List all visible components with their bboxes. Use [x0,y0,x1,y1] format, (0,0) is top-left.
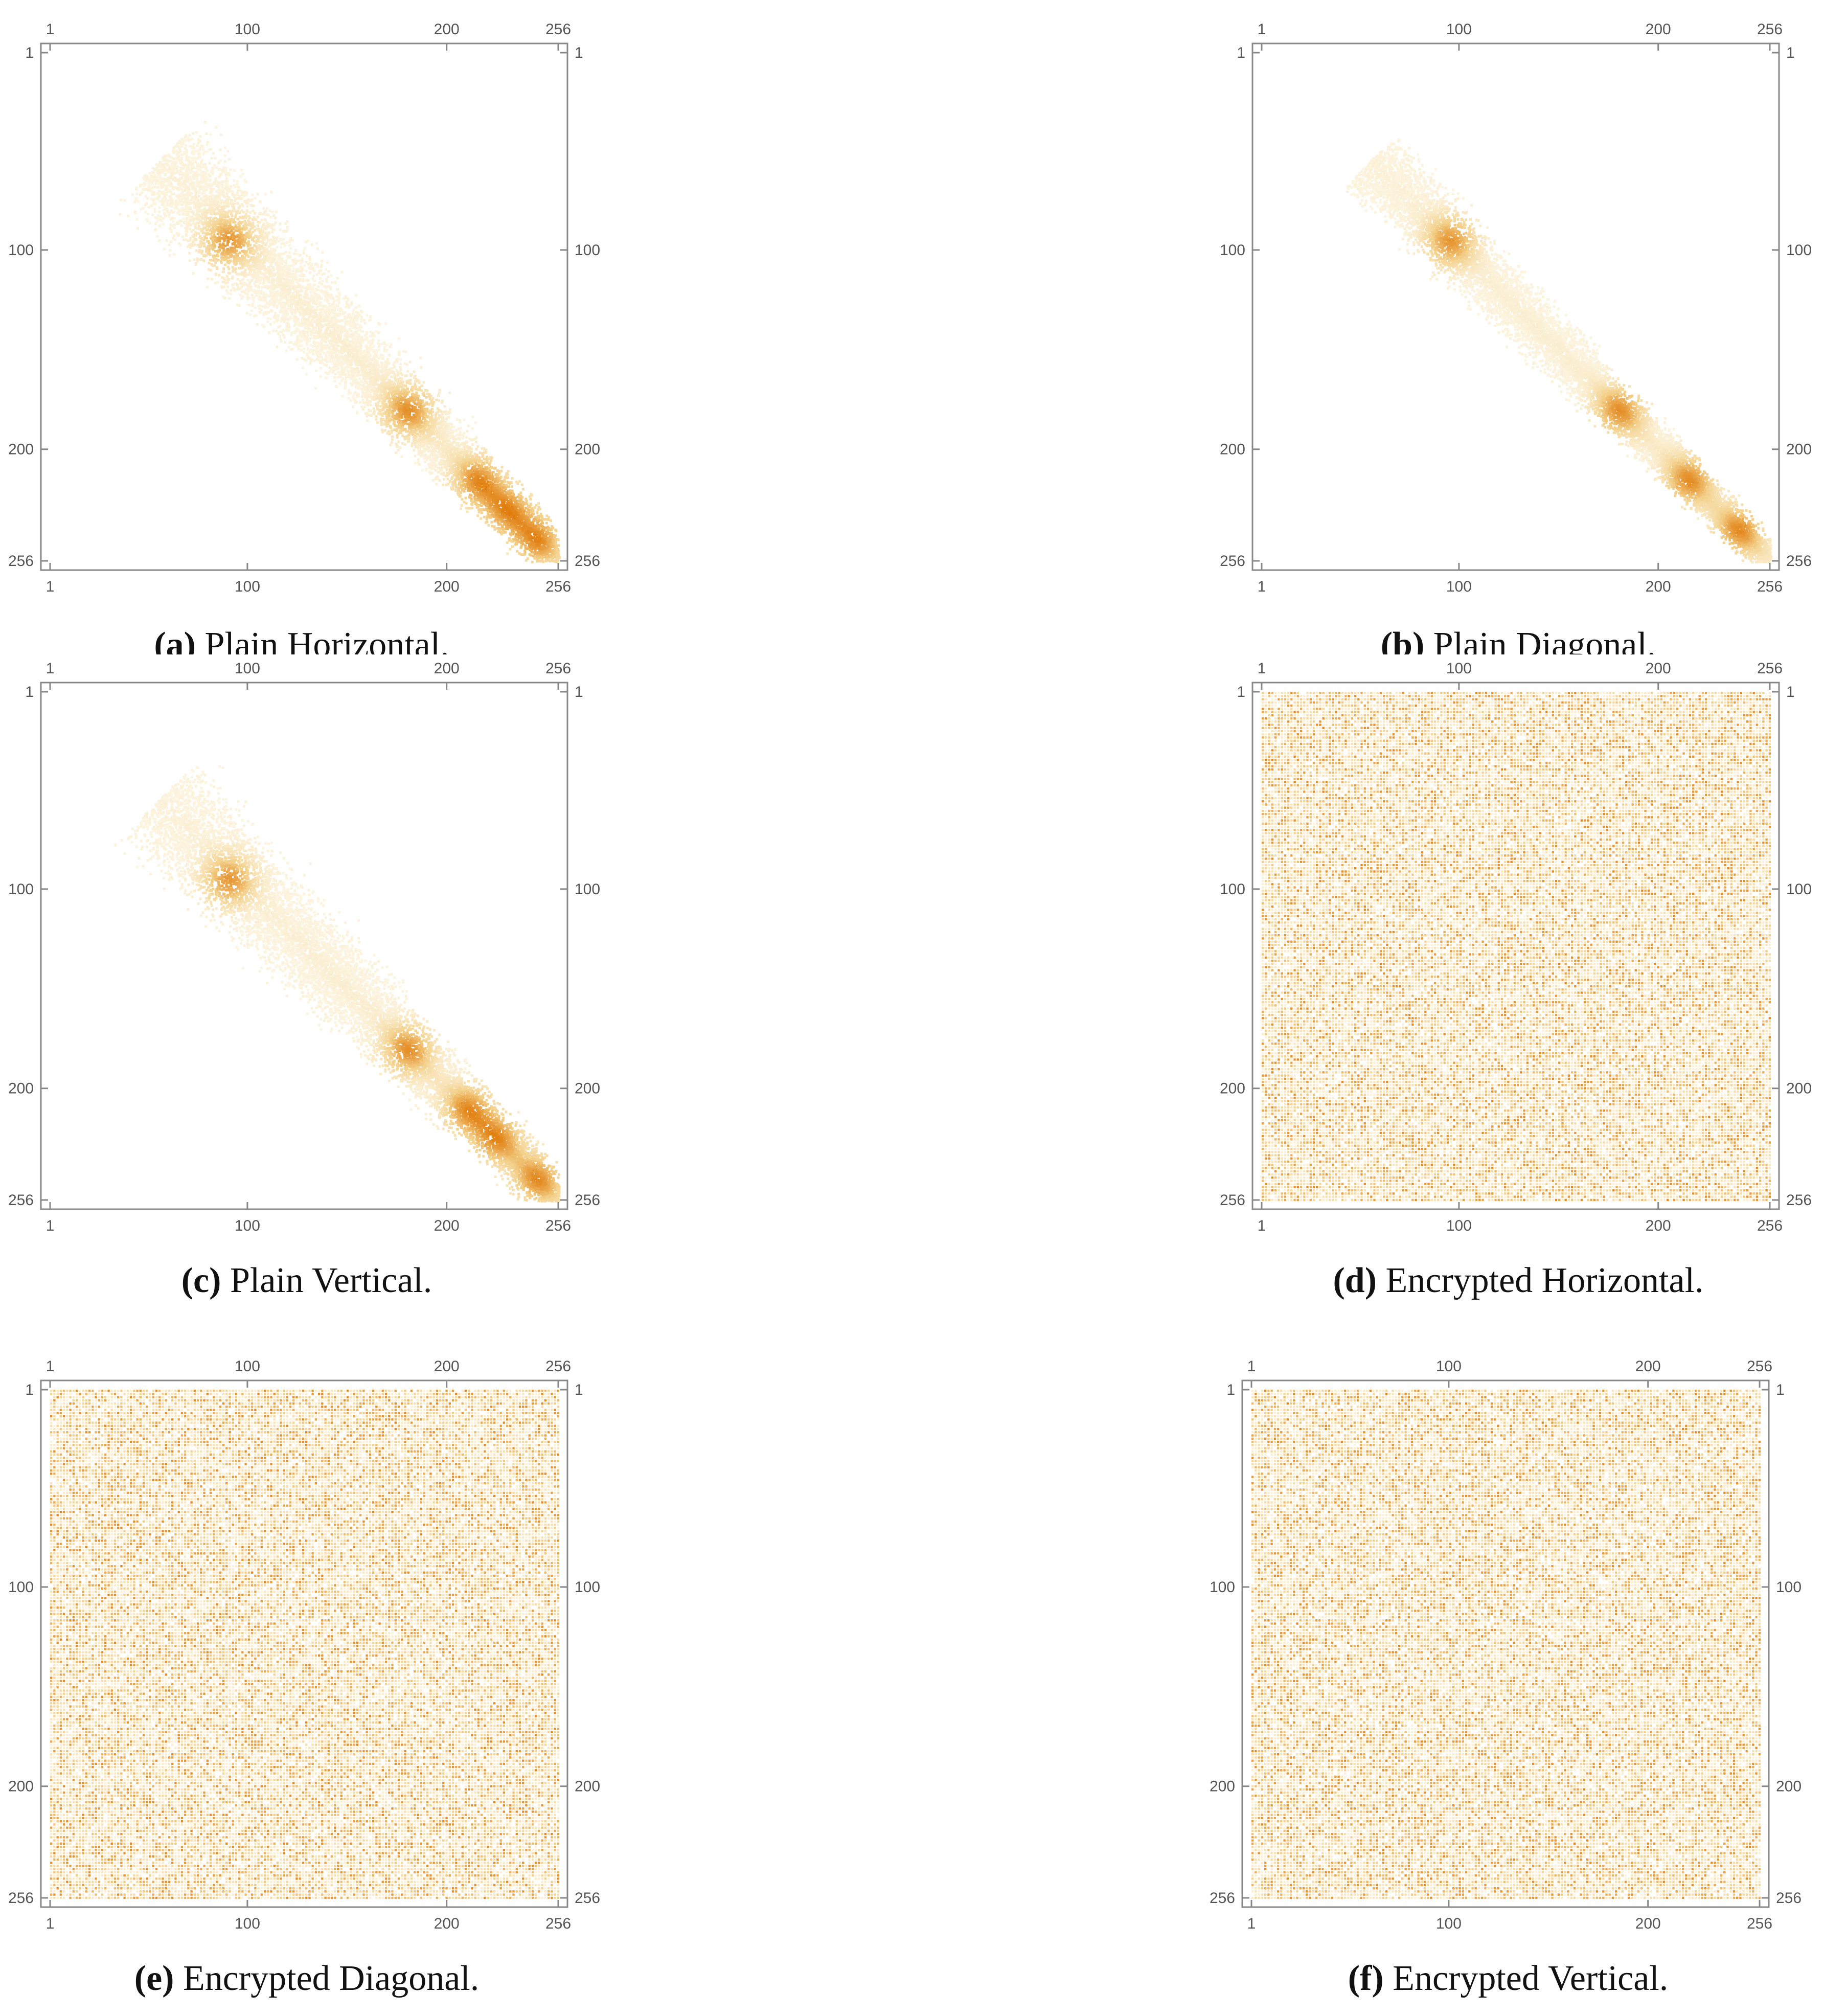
heatmap-cell [417,459,420,461]
heatmap-cell [333,301,335,303]
heatmap-cell [276,346,278,348]
heatmap-cell [127,215,129,217]
heatmap-cell [142,207,145,210]
heatmap-cell [260,290,262,292]
heatmap-cell [183,221,186,224]
heatmap-cell [328,270,330,273]
heatmap-cell [321,260,323,262]
heatmap-cell [246,312,248,314]
heatmap-cell [269,318,271,320]
heatmap-cell [373,407,375,410]
heatmap-cell [153,208,156,211]
heatmap-cell [213,188,215,190]
heatmap-cell [391,441,393,444]
heatmap-cell [236,180,239,183]
heatmap-cell [442,484,444,486]
heatmap-cell [382,412,385,415]
heatmap-cell [147,213,149,215]
heatmap-cell [196,171,198,173]
heatmap-cell [487,481,489,483]
heatmap-cell [217,281,219,284]
heatmap-cell [259,248,262,251]
heatmap-cell [276,305,279,307]
heatmap-cell [377,342,379,345]
heatmap-cell [163,248,166,251]
heatmap-cell [432,479,435,482]
heatmap-cell [226,286,229,288]
heatmap-cell [326,261,329,264]
heatmap-cell [455,429,458,432]
heatmap-cell [264,193,267,195]
heatmap-cell [225,289,228,292]
heatmap-cell [151,214,154,216]
heatmap-cell [282,333,285,336]
heatmap-cell [269,216,272,218]
heatmap-cell [348,389,350,392]
heatmap-cell [414,455,417,457]
heatmap-cell [375,418,378,421]
heatmap-cell [193,153,195,155]
heatmap-cell [460,504,463,507]
heatmap-cell [299,275,301,277]
heatmap-cell [541,517,544,520]
heatmap-cell [336,277,339,280]
heatmap-cell [218,274,220,277]
heatmap-cell [271,211,274,213]
heatmap-cell [179,173,181,176]
heatmap-cell [242,278,244,281]
heatmap-cell [193,143,195,146]
heatmap-cell [158,211,161,213]
heatmap-cell [509,548,512,551]
heatmap-cell [323,273,326,275]
heatmap-cells-a [119,121,561,563]
heatmap-cell [239,252,241,254]
heatmap-cell [221,184,223,186]
heatmap-cell [158,207,161,209]
heatmap-cell [413,371,416,373]
heatmap-cell [238,197,241,200]
heatmap-cell [470,450,473,453]
heatmap-cell [201,193,203,195]
heatmap-cell [380,420,382,422]
heatmap-cell [465,436,468,439]
heatmap-cell [414,462,417,464]
heatmap-cell [438,392,441,394]
heatmap-cell [140,208,142,211]
heatmap-cell [359,401,361,404]
heatmap-cell [275,330,278,332]
heatmap-cell [151,194,154,196]
heatmap-cell [192,132,195,135]
